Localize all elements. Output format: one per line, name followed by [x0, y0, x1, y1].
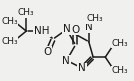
Text: CH₃: CH₃ — [18, 8, 35, 17]
Text: NH: NH — [34, 26, 50, 36]
Text: O: O — [43, 47, 51, 57]
Text: CH₃: CH₃ — [112, 66, 129, 75]
Text: N: N — [63, 24, 70, 34]
Text: CH₃: CH₃ — [112, 39, 129, 48]
Text: CH₃: CH₃ — [87, 14, 103, 23]
Text: CH₃: CH₃ — [1, 37, 18, 46]
Text: N: N — [85, 22, 93, 32]
Text: N: N — [78, 63, 86, 73]
Text: CH₃: CH₃ — [87, 14, 103, 23]
Text: CH₃: CH₃ — [1, 17, 18, 26]
Text: O: O — [71, 25, 80, 35]
Text: N: N — [62, 56, 70, 66]
